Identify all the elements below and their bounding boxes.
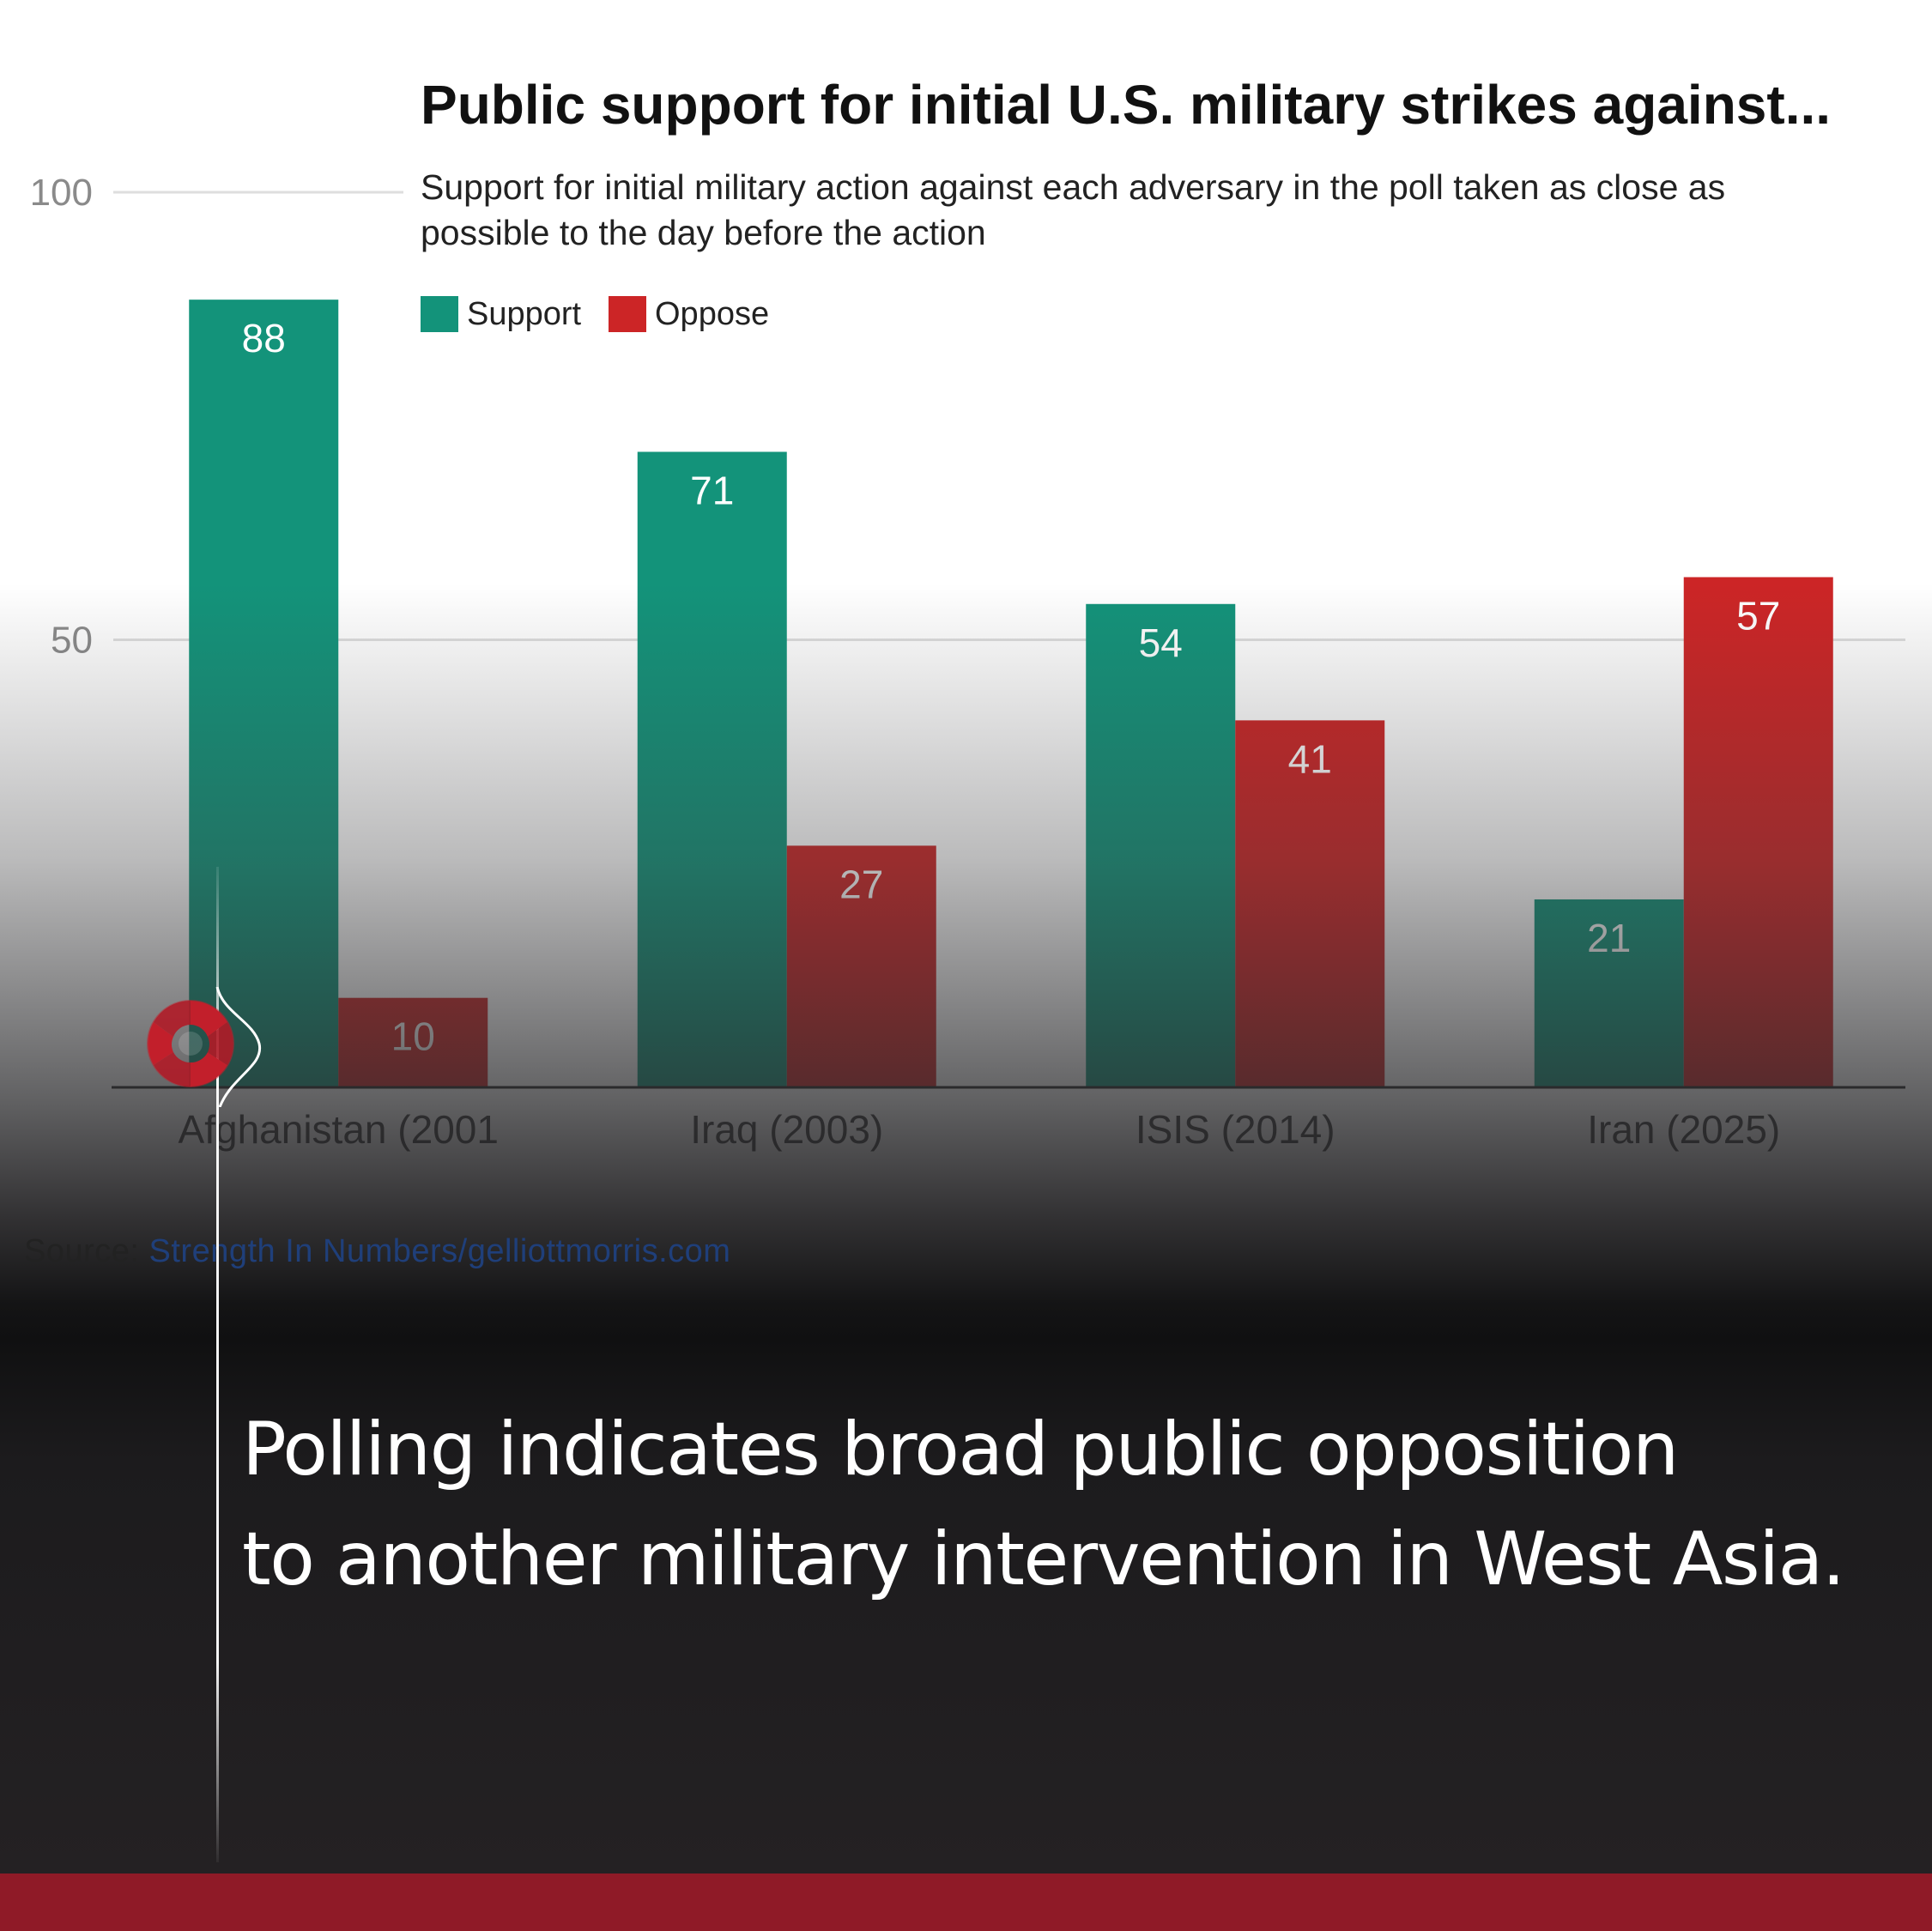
headline: Polling indicates broad public oppositio… xyxy=(242,1395,1845,1614)
data-label-support-1: 71 xyxy=(690,468,734,512)
chart-title: Public support for initial U.S. military… xyxy=(421,74,1831,136)
spiral-swirl-icon xyxy=(147,987,262,1107)
decorative-vertical-line xyxy=(216,867,219,1862)
chart-subtitle-line-2: possible to the day before the action xyxy=(421,213,986,252)
data-label-support-3: 21 xyxy=(1587,916,1631,960)
brand-footer-bar xyxy=(0,1873,1932,1931)
legend-label-oppose: Oppose xyxy=(655,296,769,332)
legend-swatch-oppose xyxy=(609,296,646,332)
bar-support-2 xyxy=(1086,603,1236,1087)
x-tick-label-1: Iraq (2003) xyxy=(690,1107,883,1152)
data-label-oppose-2: 41 xyxy=(1288,736,1332,781)
y-tick-label-100: 100 xyxy=(30,172,93,214)
source-link[interactable]: Strength In Numbers/gelliottmorris.com xyxy=(148,1233,731,1269)
x-tick-label-0: Afghanistan (2001 xyxy=(179,1107,499,1152)
x-tick-label-3: Iran (2025) xyxy=(1587,1107,1780,1152)
data-label-oppose-3: 57 xyxy=(1736,593,1780,638)
legend-label-support: Support xyxy=(467,296,582,332)
data-label-oppose-1: 27 xyxy=(839,862,883,906)
bar-support-0 xyxy=(189,300,339,1087)
y-tick-label-50: 50 xyxy=(51,620,93,662)
data-label-support-0: 88 xyxy=(242,316,286,360)
headline-line-1: Polling indicates broad public oppositio… xyxy=(242,1407,1679,1492)
chart-plot-area: 50 100 88 10 Afghanistan (2001 71 27 Iraq (2003… xyxy=(30,172,1905,1152)
bar-support-1 xyxy=(637,451,787,1087)
headline-line-2: to another military intervention in West… xyxy=(242,1516,1845,1602)
data-label-support-2: 54 xyxy=(1139,620,1183,665)
bar-oppose-3 xyxy=(1683,577,1833,1087)
legend-swatch-support xyxy=(421,296,458,332)
x-tick-label-2: ISIS (2014) xyxy=(1136,1107,1335,1152)
data-label-oppose-0: 10 xyxy=(391,1014,435,1059)
source-credit: Source: Strength In Numbers/gelliottmorr… xyxy=(24,1233,730,1270)
source-prefix: Source: xyxy=(24,1233,149,1269)
chart-subtitle-line-1: Support for initial military action agai… xyxy=(421,167,1725,207)
